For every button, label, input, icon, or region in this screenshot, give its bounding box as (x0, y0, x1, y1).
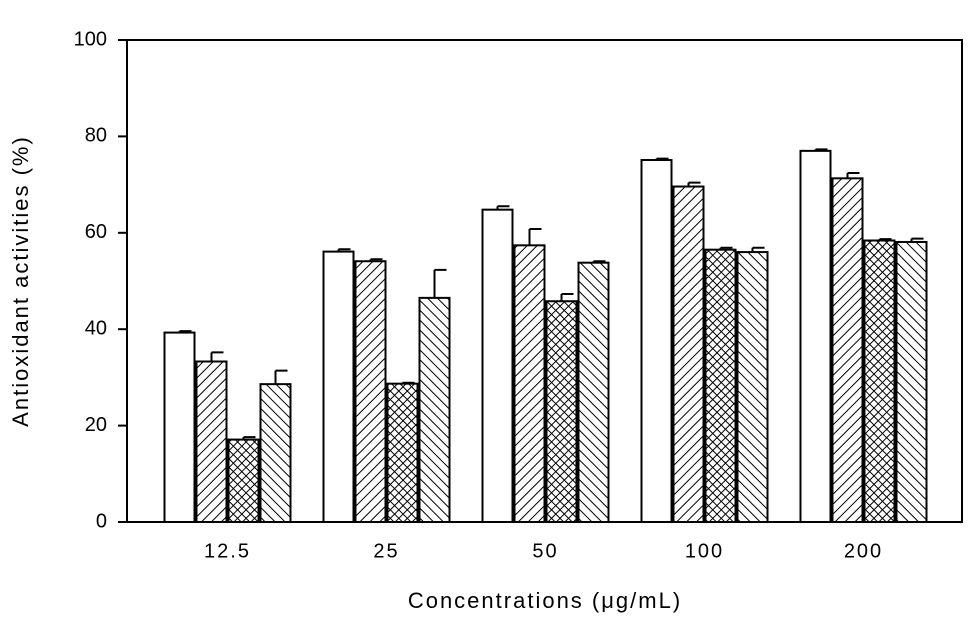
bar (163, 331, 196, 523)
x-tick-label: 100 (685, 540, 724, 562)
bar (545, 300, 578, 523)
error-bar (592, 260, 606, 263)
error-bar (496, 205, 510, 210)
bar (799, 149, 832, 524)
x-axis-title: Concentrations (μg/mL) (408, 588, 682, 613)
bar (481, 208, 514, 523)
error-bar (178, 330, 192, 333)
error-bar (655, 157, 669, 161)
bar (672, 185, 705, 523)
error-bar (274, 369, 288, 385)
bar (577, 261, 610, 523)
y-tick-label: 40 (85, 317, 107, 339)
bar (418, 296, 451, 523)
bar (831, 177, 864, 523)
x-tick-label: 25 (373, 540, 399, 562)
error-bar (210, 351, 224, 362)
error-bar (242, 436, 256, 440)
y-axis-title: Antioxidant activities (%) (8, 135, 33, 427)
error-bar (528, 227, 542, 246)
bar (386, 382, 419, 523)
y-tick-label: 0 (96, 510, 107, 532)
bar (322, 250, 355, 524)
error-bar (337, 248, 351, 252)
error-bar (814, 148, 828, 151)
bar (863, 239, 896, 523)
error-bar (560, 293, 574, 302)
bar (895, 240, 928, 523)
y-tick-label: 20 (85, 414, 107, 436)
bar (640, 159, 673, 523)
bar (259, 383, 292, 524)
bar (227, 438, 260, 523)
y-tick-label: 80 (85, 125, 107, 147)
error-bar (719, 246, 733, 250)
bar (736, 251, 769, 524)
x-tick-label: 12.5 (204, 540, 251, 562)
error-bar (433, 268, 447, 298)
bar (513, 244, 546, 523)
error-bar (910, 237, 924, 242)
error-bar (846, 172, 860, 179)
bar (195, 360, 228, 523)
y-tick-label: 60 (85, 221, 107, 243)
x-tick-label: 200 (844, 540, 883, 562)
bar (704, 248, 737, 523)
error-bar (878, 238, 892, 241)
error-bar (751, 246, 765, 253)
error-bar (687, 181, 701, 187)
error-bar (401, 381, 415, 384)
x-tick-label: 50 (532, 540, 558, 562)
y-tick-label: 100 (74, 28, 107, 50)
bar (354, 260, 387, 523)
error-bar (369, 258, 383, 262)
